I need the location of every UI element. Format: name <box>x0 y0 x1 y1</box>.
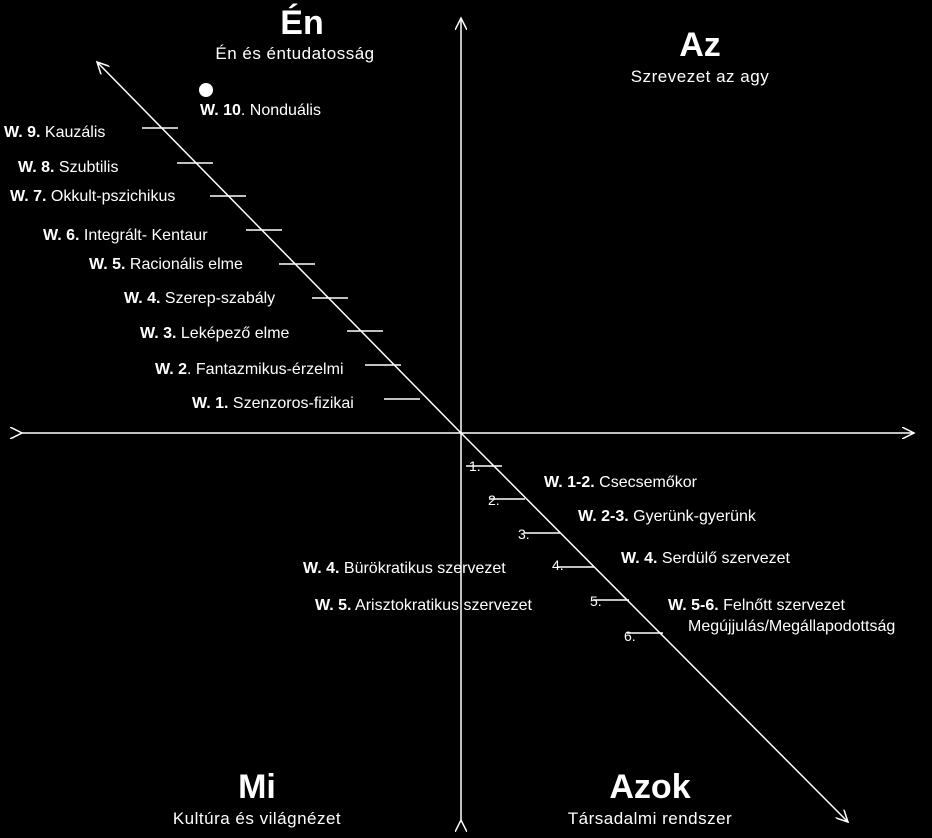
level-code: W. 3. <box>140 325 177 342</box>
org-name: Felnőtt szervezet <box>723 597 845 614</box>
level-name: . Fantazmikus-érzelmi <box>187 361 344 378</box>
level-name: Okkult-pszichikus <box>50 188 176 205</box>
level-code: W. 7. <box>10 188 47 205</box>
org-label-w5-6: W. 5-6. Felnőtt szervezet <box>668 597 845 615</box>
quadrant-title-az: Az <box>679 26 721 64</box>
org-code: W. 4. <box>303 560 340 577</box>
lower-diagonal-arrow <box>460 432 848 822</box>
quadrant-subtitle-az: Szrevezet az agy <box>630 67 770 86</box>
quadrant-subtitle-mi: Kultúra és világnézet <box>172 809 342 828</box>
level-label-w10: W. 10. Nonduális <box>200 102 321 120</box>
tick-number-2: 2. <box>488 492 500 508</box>
level-label-w6: W. 6. Integrált- Kentaur <box>43 227 208 245</box>
level-code: W. 6. <box>43 227 80 244</box>
org-code: W. 2-3. <box>578 508 629 525</box>
level-code: W. 10 <box>200 102 241 119</box>
org-name: Arisztokratikus szervezet <box>355 597 532 614</box>
tick-number-3: 3. <box>518 526 530 542</box>
quadrant-title-mi: Mi <box>238 768 276 806</box>
org-code: W. 5-6. <box>668 597 719 614</box>
nondual-dot <box>199 83 213 97</box>
org-label-renewal: Megújjulás/Megállapodottság <box>688 618 896 635</box>
level-name: Racionális elme <box>129 256 243 273</box>
level-name: Szubtilis <box>58 159 119 176</box>
tick-number-1: 1. <box>469 458 481 474</box>
level-label-w4: W. 4. Szerep-szabály <box>124 290 275 308</box>
level-label-w9: W. 9. Kauzális <box>4 124 105 142</box>
org-code: W. 5. <box>315 597 352 614</box>
org-code: W. 1-2. <box>544 474 595 491</box>
quadrant-title-azok: Azok <box>609 768 691 806</box>
org-name: Bürökratikus szervezet <box>343 560 506 577</box>
org-name: Csecsemőkor <box>599 474 697 491</box>
level-label-w2: W. 2. Fantazmikus-érzelmi <box>155 361 344 379</box>
tick-number-4: 4. <box>552 557 564 573</box>
level-name: Szenzoros-fizikai <box>232 395 354 412</box>
level-name: Integrált- Kentaur <box>83 227 208 244</box>
level-name: Leképező elme <box>180 325 290 342</box>
quadrant-subtitle-azok: Társadalmi rendszer <box>567 809 733 828</box>
org-label-w5-left: W. 5. Arisztokratikus szervezet <box>315 597 532 615</box>
level-label-w7: W. 7. Okkult-pszichikus <box>10 188 175 206</box>
level-code: W. 8. <box>18 159 55 176</box>
level-label-w1: W. 1. Szenzoros-fizikai <box>192 395 354 413</box>
org-label-w1-2: W. 1-2. Csecsemőkor <box>544 474 697 492</box>
level-label-w3: W. 3. Leképező elme <box>140 325 289 343</box>
org-label-w4-left: W. 4. Bürökratikus szervezet <box>303 560 506 578</box>
org-code: W. 4. <box>621 550 658 567</box>
quadrant-subtitle-en: Én és éntudatosság <box>215 44 375 63</box>
level-name: . Nonduális <box>240 102 321 119</box>
tick-number-5: 5. <box>590 593 602 609</box>
upper-diagonal-arrow <box>97 62 462 434</box>
tick-number-6: 6. <box>624 628 636 644</box>
org-label-w4-right: W. 4. Serdülő szervezet <box>621 550 790 568</box>
org-name: Gyerünk-gyerünk <box>633 508 756 525</box>
level-code: W. 1. <box>192 395 229 412</box>
tick-marks <box>142 127 663 634</box>
org-label-w2-3: W. 2-3. Gyerünk-gyerünk <box>578 508 756 526</box>
level-label-w5: W. 5. Racionális elme <box>89 256 243 274</box>
quadrant-title-en: Én <box>280 4 324 42</box>
level-name: Szerep-szabály <box>164 290 276 307</box>
org-name: Serdülő szervezet <box>661 550 790 567</box>
level-name: Kauzális <box>44 124 106 141</box>
level-code: W. 4. <box>124 290 161 307</box>
level-code: W. 9. <box>4 124 41 141</box>
level-code: W. 2 <box>155 361 188 378</box>
level-label-w8: W. 8. Szubtilis <box>18 159 118 177</box>
level-code: W. 5. <box>89 256 126 273</box>
